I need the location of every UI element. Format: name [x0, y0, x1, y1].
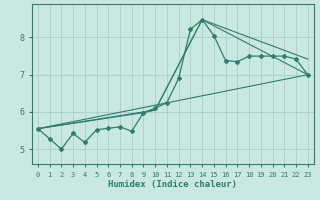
- X-axis label: Humidex (Indice chaleur): Humidex (Indice chaleur): [108, 180, 237, 189]
